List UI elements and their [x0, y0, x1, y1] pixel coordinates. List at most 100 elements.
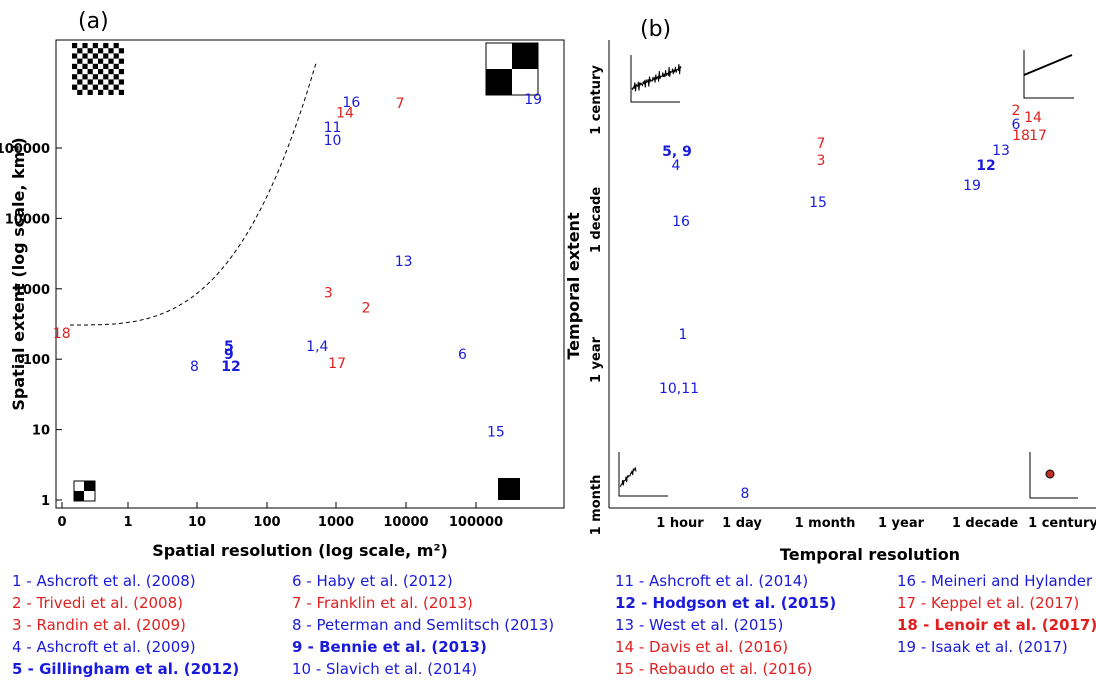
- data-point-label: 3: [324, 286, 333, 302]
- data-point-label: 5, 9: [662, 144, 692, 160]
- data-point-label: 17: [1029, 128, 1047, 144]
- data-point-label: 18: [1012, 128, 1030, 144]
- noisy-long-series-icon: [630, 55, 682, 103]
- panel-a-x-axis-label: Spatial resolution (log scale, m²): [152, 541, 448, 560]
- data-point-label: 13: [395, 254, 413, 270]
- data-point-label: 16: [672, 214, 690, 230]
- x-tick-label: 100000: [449, 515, 503, 530]
- panel-b: (b) 1 hour 1 day 1 month 1 year 1 decade 1 ce…: [564, 17, 1096, 564]
- legend-entry: 7 - Franklin et al. (2013): [292, 594, 473, 612]
- fine-checkerboard-icon: [72, 43, 124, 95]
- data-point-label: 4: [672, 158, 681, 174]
- data-point-label: 16: [342, 95, 360, 111]
- data-point-label: 7: [396, 96, 405, 112]
- x-tick-label: 1000: [318, 515, 354, 530]
- x-tick-label: 1 year: [878, 516, 925, 531]
- data-point-label: 5: [224, 339, 234, 355]
- legend-entry: 17 - Keppel et al. (2017): [897, 594, 1080, 612]
- data-point-label: 18: [53, 326, 71, 342]
- trend-line-icon: [1023, 50, 1074, 99]
- legend-entry: 4 - Ashcroft et al. (2009): [12, 638, 196, 656]
- panel-a-frame: [55, 39, 565, 509]
- data-point-label: 9: [224, 347, 234, 363]
- panel-a-y-axis-label: Spatial extent (log scale, km²): [9, 137, 28, 410]
- x-tick-label: 1 month: [795, 516, 856, 531]
- panel-a-x-ticks: 0 1 10 100 1000 10000 100000: [57, 502, 503, 530]
- legend-entry: 15 - Rebaudo et al. (2016): [615, 660, 813, 678]
- x-tick-label: 0: [57, 515, 66, 530]
- data-point-label: 15: [487, 424, 505, 440]
- data-point-label: 11: [324, 120, 342, 136]
- y-tick-label: 1 month: [589, 475, 604, 536]
- data-point-label: 10: [324, 133, 342, 149]
- small-checkerboard-icon: [73, 480, 96, 502]
- data-point-label: 15: [809, 195, 827, 211]
- data-point-label: 8: [190, 359, 199, 375]
- legend-entry: 13 - West et al. (2015): [615, 616, 784, 634]
- y-tick-label: 1: [41, 494, 50, 509]
- x-tick-label: 10000: [383, 515, 428, 530]
- single-point-icon: [1029, 452, 1078, 499]
- legend-entry: 19 - Isaak et al. (2017): [897, 638, 1068, 656]
- data-point-label: 1: [679, 327, 688, 343]
- data-point-label: 19: [524, 92, 542, 108]
- y-tick-label: 10: [32, 424, 50, 439]
- y-tick-label: 10000: [5, 212, 50, 227]
- panel-b-x-axis-label: Temporal resolution: [780, 545, 960, 564]
- x-tick-label: 1 decade: [952, 516, 1018, 531]
- y-tick-label: 100: [23, 353, 50, 368]
- data-point-label: 12: [976, 158, 995, 174]
- y-tick-label: 1 year: [589, 336, 604, 383]
- data-point-label: 14: [1024, 110, 1042, 126]
- panel-b-x-ticks: 1 hour 1 day 1 month 1 year 1 decade 1 centur…: [656, 516, 1096, 531]
- x-tick-label: 1 century: [1028, 516, 1096, 531]
- legend-entry: 8 - Peterman and Semlitsch (2013): [292, 616, 555, 634]
- data-point-label: 17: [328, 356, 346, 372]
- panel-b-y-ticks: 1 month 1 year 1 decade 1 century: [589, 65, 604, 536]
- panel-a-y-ticks: 1 10 100 1000 10000 100000: [0, 142, 62, 509]
- x-tick-label: 100: [253, 515, 280, 530]
- panel-a-label: (a): [78, 9, 109, 34]
- y-tick-label: 1000: [14, 283, 50, 298]
- x-tick-label: 1 hour: [656, 516, 704, 531]
- figure: (a) 0 1 10 100 1000 10000 100000 1101001000100…: [0, 9, 1096, 564]
- x-tick-label: 1: [123, 515, 132, 530]
- legend-entry: 14 - Davis et al. (2016): [615, 638, 789, 656]
- y-tick-label: 1 decade: [589, 187, 604, 253]
- y-tick-label: 1 century: [589, 65, 604, 135]
- data-point-label: 7: [817, 136, 826, 152]
- threshold-dashed-curve: [70, 62, 317, 326]
- data-point-label: 2: [1012, 103, 1021, 119]
- x-tick-label: 1 day: [722, 516, 762, 531]
- data-point-label: 19: [963, 178, 981, 194]
- data-point-label: 13: [992, 143, 1010, 159]
- noisy-short-series-icon: [618, 452, 668, 497]
- legend-entry: 1 - Ashcroft et al. (2008): [12, 572, 196, 590]
- panel-b-y-axis-label: Temporal extent: [564, 212, 583, 360]
- legend-entry: 12 - Hodgson et al. (2015): [615, 594, 837, 612]
- data-point-label: 2: [362, 301, 371, 317]
- legend-entry: 2 - Trivedi et al. (2008): [12, 594, 183, 612]
- legend-entry: 5 - Gillingham et al. (2012): [12, 660, 240, 678]
- legend-entry: 6 - Haby et al. (2012): [292, 572, 453, 590]
- study-legend: 1 - Ashcroft et al. (2008) 2 - Trivedi et…: [0, 568, 1096, 684]
- x-tick-label: 10: [188, 515, 206, 530]
- data-point-label: 12: [221, 359, 240, 375]
- data-point-label: 14: [336, 106, 354, 122]
- legend-entry: 18 - Lenoir et al. (2017): [897, 616, 1096, 634]
- y-tick-label: 100000: [0, 142, 50, 157]
- legend-entry: 16 - Meineri and Hylander (2017): [897, 572, 1096, 590]
- black-square-icon: [498, 478, 520, 500]
- legend-entry: 11 - Ashcroft et al. (2014): [615, 572, 809, 590]
- legend-entry: 10 - Slavich et al. (2014): [292, 660, 478, 678]
- panel-b-label: (b): [640, 17, 671, 42]
- legend-entry: 3 - Randin et al. (2009): [12, 616, 186, 634]
- data-point-label: 6: [1012, 117, 1021, 133]
- data-point-label: 6: [458, 347, 467, 363]
- coarse-checkerboard-icon: [485, 42, 539, 96]
- data-point-label: 3: [817, 153, 826, 169]
- data-point-label: 1,4: [306, 339, 328, 355]
- panel-a: (a) 0 1 10 100 1000 10000 100000 1101001000100…: [0, 9, 565, 560]
